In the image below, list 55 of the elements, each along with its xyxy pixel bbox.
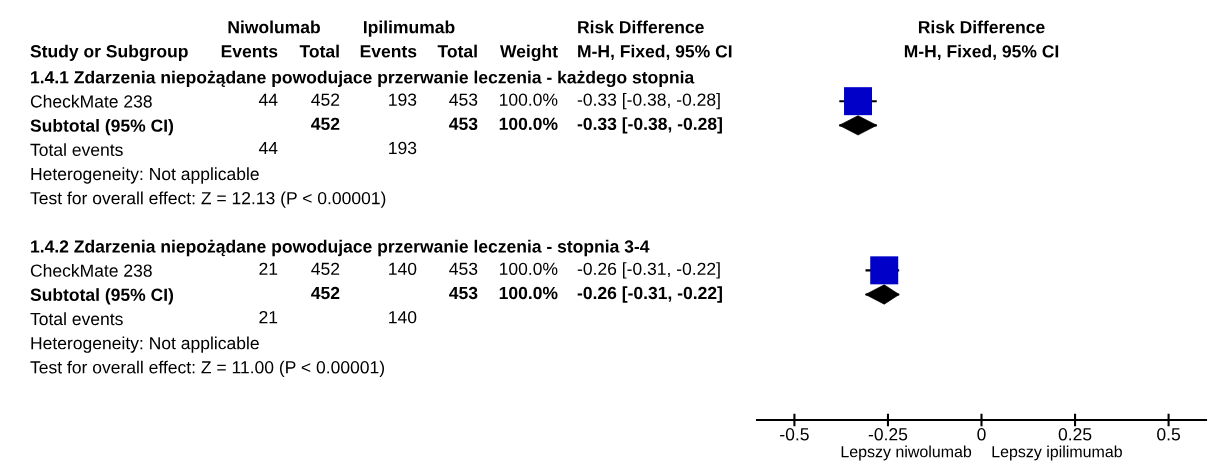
y-tick-label: Test for overall effect: Z = 12.13 (P < 0.00001) [30, 191, 386, 208]
text: Events [221, 45, 278, 58]
chart-title: Risk Difference [918, 20, 1045, 34]
text: 44 [258, 93, 278, 106]
x-tick-label: 0 [977, 428, 986, 441]
text: 193 [389, 93, 417, 106]
text: 452 [311, 286, 340, 300]
y-tick-label: Test for overall effect: Z = 11.00 (P < 0.00001) [30, 360, 384, 377]
text: M-H, Fixed, 95% CI [578, 44, 732, 61]
text: 21 [259, 262, 278, 275]
text: 453 [449, 93, 478, 106]
text: Risk Difference [578, 20, 704, 34]
text: Total [437, 44, 477, 58]
text: Ipilimumab [363, 20, 455, 37]
text: 452 [311, 262, 340, 276]
x-tick-label: 0.5 [1157, 428, 1181, 441]
text: -0.33 [-0.38, -0.28] [577, 117, 722, 134]
y-tick-label: Subtotal (95% CI) [30, 118, 174, 136]
text: 140 [389, 310, 417, 324]
text: Total [299, 44, 339, 58]
text: 100.0% [499, 93, 558, 106]
data-label: -0.26 [-0.31, -0.22] [577, 262, 720, 279]
chart-subtitle: M-H, Fixed, 95% CI [904, 44, 1059, 61]
y-tick-label: CheckMate 238 [30, 94, 152, 108]
text: 140 [389, 262, 417, 276]
text: Weight [500, 44, 558, 62]
text: 453 [449, 262, 478, 276]
text: 453 [449, 286, 478, 300]
y-tick-label: Heterogeneity: Not applicable [31, 336, 259, 353]
y-tick-label: Total events [30, 312, 123, 326]
text: 21 [259, 310, 278, 324]
data-label: -0.33 [-0.38, -0.28] [577, 93, 720, 110]
y-tick-label: 1.4.1 Zdarzenia niepożądane powodujace przerwanie leczenia - każdego stopnia [31, 70, 695, 88]
text: Events [360, 45, 417, 58]
text: 193 [389, 141, 417, 155]
text: 100.0% [499, 117, 558, 131]
y-tick-label: Total events [30, 143, 123, 157]
y-tick-label: Subtotal (95% CI) [30, 288, 174, 305]
text: 100.0% [499, 262, 558, 276]
text: 44 [258, 141, 278, 155]
text: -0.26 [-0.31, -0.22] [577, 286, 722, 303]
y-tick-label: 1.4.2 Zdarzenia niepożądane powodujace przerwanie leczenia - stopnia 3-4 [31, 239, 650, 257]
text: 100.0% [499, 286, 558, 300]
text: Lepszy niwolumab [841, 445, 972, 461]
x-tick-label: 0.25 [1058, 428, 1092, 441]
text: 453 [449, 117, 478, 131]
y-axis-title: Study or Subgroup [30, 44, 188, 62]
x-tick-label: -0.5 [780, 428, 809, 441]
text: 452 [311, 117, 340, 131]
y-tick-label: CheckMate 238 [30, 263, 152, 277]
text: 452 [311, 93, 340, 106]
text: Niwolumab [228, 20, 320, 34]
y-tick-label: Heterogeneity: Not applicable [31, 167, 259, 184]
text: Lepszy ipilimumab [992, 445, 1122, 461]
x-tick-label: -0.25 [868, 428, 908, 441]
